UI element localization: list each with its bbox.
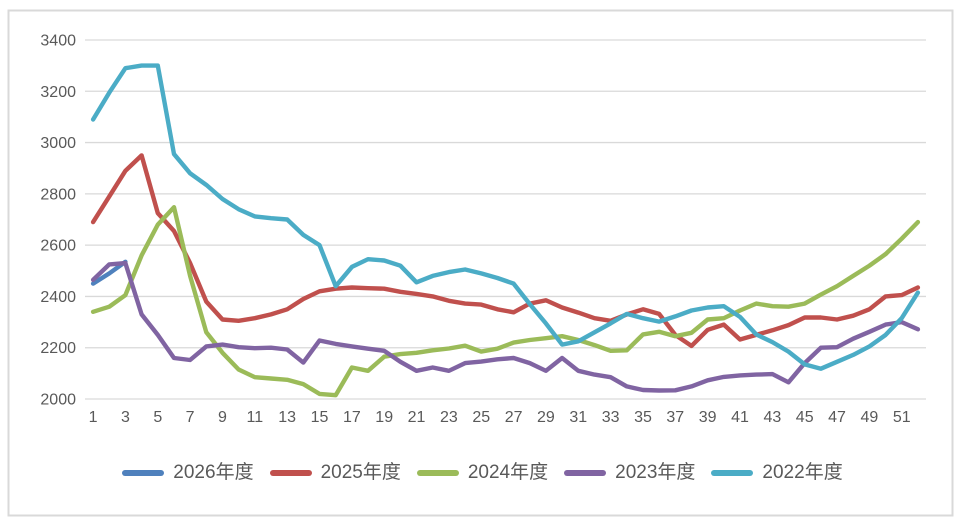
x-axis-tick-label: 43 <box>763 409 781 426</box>
y-axis-tick-label: 3000 <box>40 135 76 152</box>
x-axis-tick-label: 19 <box>375 409 393 426</box>
x-axis-tick-label: 51 <box>893 409 911 426</box>
x-axis-labels: 1 3 5 7 9 11 13 15 17 19 21 23 25 27 29 31 33 35 37 39 41 43 4… <box>89 409 911 426</box>
series-line-2024 <box>90 204 921 398</box>
legend-label-2024: 2024年度 <box>467 462 549 483</box>
x-axis-tick-label: 39 <box>699 409 717 426</box>
legend-item-2024: 2024年度 <box>416 462 549 483</box>
legend-marker-2023 <box>564 469 607 476</box>
x-axis-tick-label: 37 <box>666 409 684 426</box>
legend-label-2025: 2025年度 <box>320 462 401 483</box>
x-axis-tick-label: 49 <box>860 409 878 426</box>
x-axis-tick-label: 5 <box>153 409 162 426</box>
chart-border <box>7 9 954 517</box>
legend: 2026年度 2025年度 2024年度 2023年度 2022年度 <box>0 463 965 482</box>
x-axis-tick-label: 23 <box>440 409 458 426</box>
series-line-2022 <box>90 63 921 371</box>
x-axis-tick-label: 21 <box>408 409 426 426</box>
x-axis-tick-label: 45 <box>796 409 814 426</box>
x-axis-tick-label: 35 <box>634 409 652 426</box>
y-axis-tick-label: 2400 <box>40 289 76 306</box>
legend-label-2023: 2023年度 <box>615 462 696 483</box>
x-axis-tick-label: 9 <box>218 409 227 426</box>
legend-marker-2025 <box>269 469 312 476</box>
x-axis-tick-label: 1 <box>89 409 98 426</box>
x-axis-tick-label: 3 <box>121 409 130 426</box>
series-line-2025 <box>90 153 921 349</box>
x-axis-tick-label: 27 <box>505 409 523 426</box>
x-axis-tick-label: 17 <box>343 409 361 426</box>
y-axis-tick-label: 3200 <box>40 84 76 101</box>
plot-area <box>90 63 921 398</box>
legend-item-2022: 2022年度 <box>711 462 843 483</box>
legend-marker-2024 <box>416 469 459 476</box>
legend-label-2022: 2022年度 <box>762 462 843 483</box>
x-axis-tick-label: 41 <box>731 409 749 426</box>
x-axis-tick-label: 13 <box>278 409 296 426</box>
y-axis-tick-label: 2800 <box>40 186 76 203</box>
gridlines <box>85 39 926 400</box>
legend-label-2026: 2026年度 <box>173 462 254 483</box>
x-axis-tick-label: 47 <box>828 409 846 426</box>
x-axis-tick-label: 7 <box>186 409 195 426</box>
x-axis-tick-label: 33 <box>602 409 620 426</box>
series-line-2023 <box>90 260 921 393</box>
y-axis-tick-label: 3400 <box>40 33 76 50</box>
x-axis-tick-label: 15 <box>311 409 329 426</box>
x-axis-tick-label: 31 <box>569 409 587 426</box>
x-axis-tick-label: 25 <box>472 409 490 426</box>
legend-marker-2022 <box>711 469 754 476</box>
legend-item-2023: 2023年度 <box>564 463 695 482</box>
y-axis-tick-label: 2600 <box>40 238 76 255</box>
legend-item-2026: 2026年度 <box>122 462 254 483</box>
y-axis-labels: 3400 3200 3000 2800 2600 2400 2200 2000 <box>40 33 76 409</box>
y-axis-tick-label: 2200 <box>40 340 76 357</box>
legend-item-2025: 2025年度 <box>269 462 401 483</box>
x-axis-tick-label: 29 <box>537 409 555 426</box>
legend-marker-2026 <box>122 469 165 476</box>
y-axis-tick-label: 2000 <box>40 392 76 409</box>
x-axis-tick-label: 11 <box>247 409 264 426</box>
